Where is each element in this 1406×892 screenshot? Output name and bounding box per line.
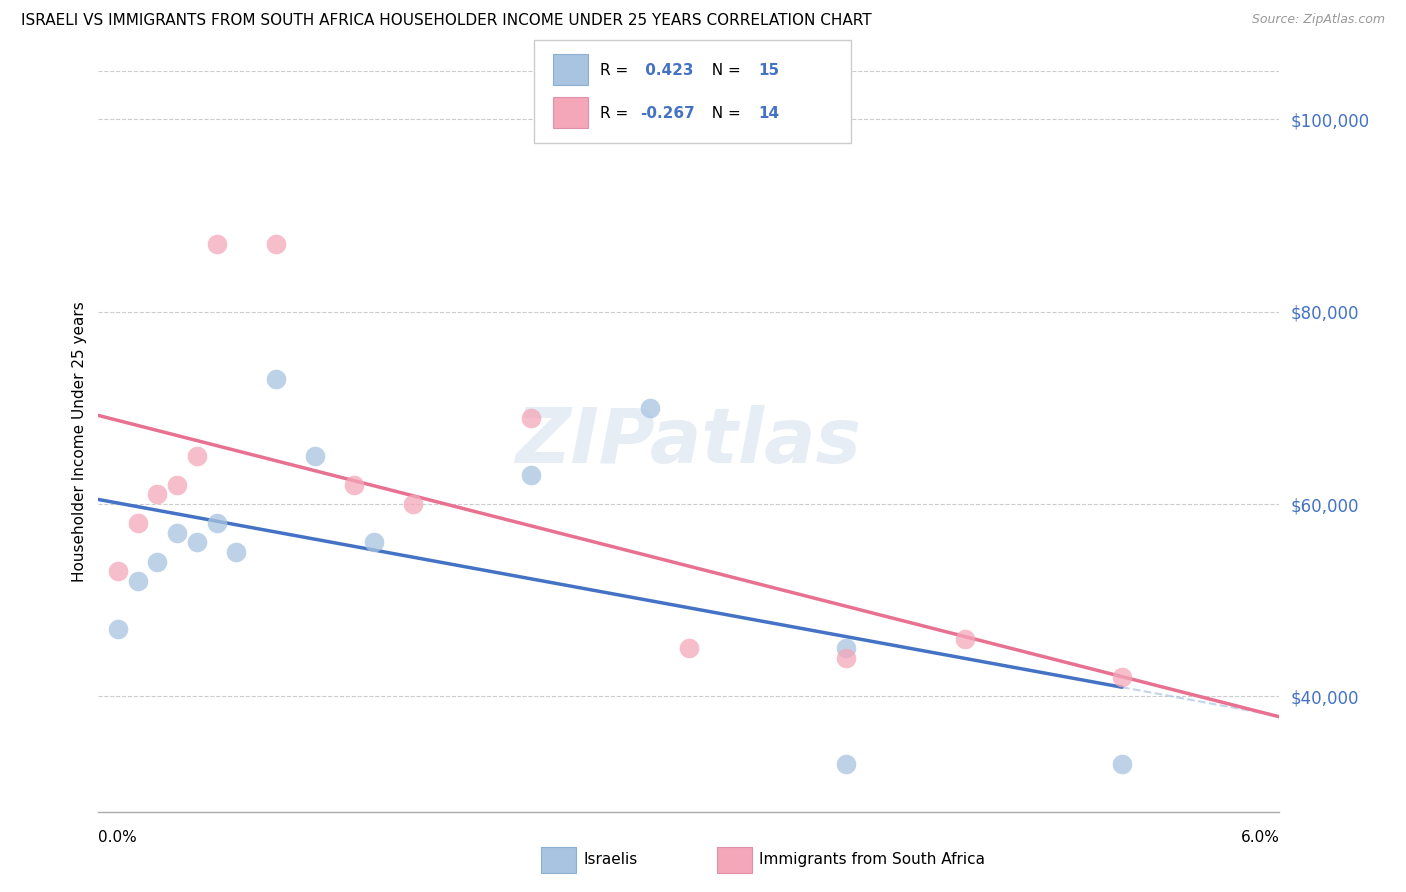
- Point: [638, 401, 661, 415]
- Point: [520, 468, 543, 483]
- Point: [520, 410, 543, 425]
- Text: R =: R =: [600, 105, 634, 120]
- Text: 14: 14: [758, 105, 779, 120]
- Point: [205, 237, 228, 252]
- Text: ZIPatlas: ZIPatlas: [516, 405, 862, 478]
- Point: [363, 535, 385, 549]
- Text: N =: N =: [702, 62, 745, 78]
- Point: [1111, 756, 1133, 771]
- Point: [166, 478, 188, 492]
- Text: 0.423: 0.423: [640, 62, 693, 78]
- Point: [146, 555, 169, 569]
- Point: [402, 497, 425, 511]
- Point: [107, 622, 129, 636]
- Point: [343, 478, 366, 492]
- Point: [146, 487, 169, 501]
- Text: Immigrants from South Africa: Immigrants from South Africa: [759, 853, 986, 867]
- Text: 15: 15: [758, 62, 779, 78]
- Point: [264, 372, 287, 386]
- Text: Source: ZipAtlas.com: Source: ZipAtlas.com: [1251, 13, 1385, 27]
- Point: [127, 574, 149, 588]
- Text: -0.267: -0.267: [640, 105, 695, 120]
- Point: [127, 516, 149, 531]
- Point: [264, 237, 287, 252]
- Point: [304, 449, 326, 463]
- Point: [107, 565, 129, 579]
- Point: [225, 545, 247, 559]
- Point: [835, 756, 858, 771]
- Text: R =: R =: [600, 62, 634, 78]
- Point: [953, 632, 976, 646]
- Point: [186, 449, 208, 463]
- Point: [186, 535, 208, 549]
- Point: [166, 525, 188, 540]
- Text: 0.0%: 0.0%: [98, 830, 138, 845]
- Text: Israelis: Israelis: [583, 853, 638, 867]
- Point: [835, 641, 858, 656]
- Y-axis label: Householder Income Under 25 years: Householder Income Under 25 years: [72, 301, 87, 582]
- Text: 6.0%: 6.0%: [1240, 830, 1279, 845]
- Text: ISRAELI VS IMMIGRANTS FROM SOUTH AFRICA HOUSEHOLDER INCOME UNDER 25 YEARS CORREL: ISRAELI VS IMMIGRANTS FROM SOUTH AFRICA …: [21, 13, 872, 29]
- Point: [678, 641, 700, 656]
- Text: N =: N =: [702, 105, 745, 120]
- Point: [835, 651, 858, 665]
- Point: [1111, 670, 1133, 684]
- Point: [205, 516, 228, 531]
